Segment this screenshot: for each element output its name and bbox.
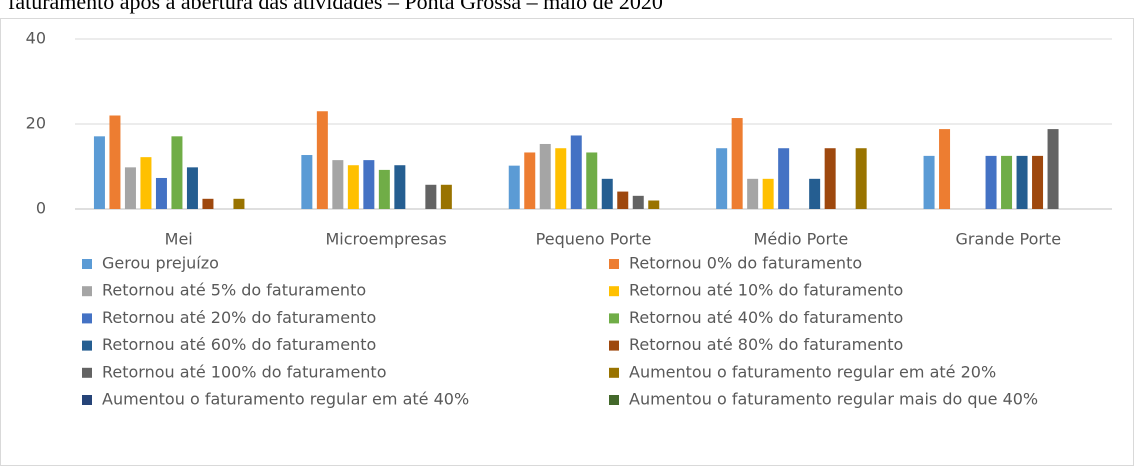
legend-swatch (609, 313, 619, 324)
bar (923, 155, 935, 209)
bar (347, 165, 359, 209)
bar (939, 129, 951, 209)
legend-swatch (82, 340, 92, 351)
x-tick-label: Médio Porte (754, 230, 849, 249)
bar (93, 136, 105, 209)
bar (332, 160, 344, 209)
legend-label: Aumentou o faturamento regular em até 20… (629, 362, 996, 381)
bar (233, 198, 245, 209)
bar (316, 111, 328, 209)
bar (824, 148, 836, 209)
chart-title: faturamento após a abertura das atividad… (8, 0, 663, 14)
bar (171, 136, 183, 209)
legend-swatch (82, 395, 92, 405)
bar (731, 118, 743, 209)
bar (109, 115, 121, 209)
x-tick-label: Pequeno Porte (536, 230, 652, 249)
bar (378, 169, 390, 209)
bar (186, 167, 198, 209)
legend-label: Retornou 0% do faturamento (629, 254, 862, 273)
bar (425, 184, 437, 209)
legend-label: Retornou até 40% do faturamento (629, 308, 903, 327)
y-tick-label: 40 (26, 29, 46, 48)
bar (555, 148, 567, 209)
chart-border (0, 18, 1134, 466)
bar (762, 178, 774, 209)
x-tick-label: Grande Porte (956, 230, 1062, 249)
y-tick-label: 20 (26, 114, 46, 133)
bar (855, 148, 867, 209)
x-tick-label: Microempresas (325, 230, 446, 249)
bar (440, 184, 452, 209)
title-background (0, 0, 1135, 18)
x-tick-label: Mei (165, 230, 193, 249)
legend-label: Retornou até 80% do faturamento (629, 335, 903, 354)
legend-swatch (82, 367, 92, 378)
bar (1001, 155, 1013, 209)
bar (124, 167, 136, 209)
bar (1032, 155, 1044, 209)
bar (155, 177, 167, 209)
legend-label: Aumentou o faturamento regular em até 40… (102, 390, 469, 409)
bar (508, 165, 520, 209)
legend-swatch (609, 259, 619, 269)
bar (985, 155, 997, 209)
bar (632, 195, 644, 209)
bar (524, 152, 536, 209)
bar (601, 178, 613, 209)
bar (1016, 155, 1028, 209)
legend-swatch (609, 367, 619, 378)
legend-label: Retornou até 10% do faturamento (629, 281, 903, 300)
bar (747, 178, 759, 209)
bar (394, 165, 406, 209)
legend-swatch (82, 313, 92, 324)
bar (301, 155, 313, 209)
bar (778, 148, 790, 209)
bar (570, 135, 582, 209)
bar (202, 198, 214, 209)
bar (716, 148, 728, 209)
bar (648, 200, 660, 209)
legend-label: Gerou prejuízo (102, 254, 219, 273)
bar (363, 160, 375, 209)
y-tick-label: 0 (36, 199, 46, 218)
bar (586, 152, 598, 209)
bar (1047, 129, 1059, 209)
bar (617, 191, 629, 209)
bar (809, 178, 821, 209)
legend-label: Aumentou o faturamento regular mais do q… (629, 390, 1038, 409)
legend-swatch (82, 259, 92, 269)
legend-label: Retornou até 20% do faturamento (102, 308, 376, 327)
legend-label: Retornou até 100% do faturamento (102, 362, 387, 381)
legend-swatch (609, 286, 619, 297)
legend-swatch (82, 286, 92, 297)
bar (539, 143, 551, 209)
legend-label: Retornou até 5% do faturamento (102, 281, 366, 300)
legend-swatch (609, 340, 619, 351)
legend-label: Retornou até 60% do faturamento (102, 335, 376, 354)
legend-swatch (609, 395, 619, 405)
bar (140, 157, 152, 209)
